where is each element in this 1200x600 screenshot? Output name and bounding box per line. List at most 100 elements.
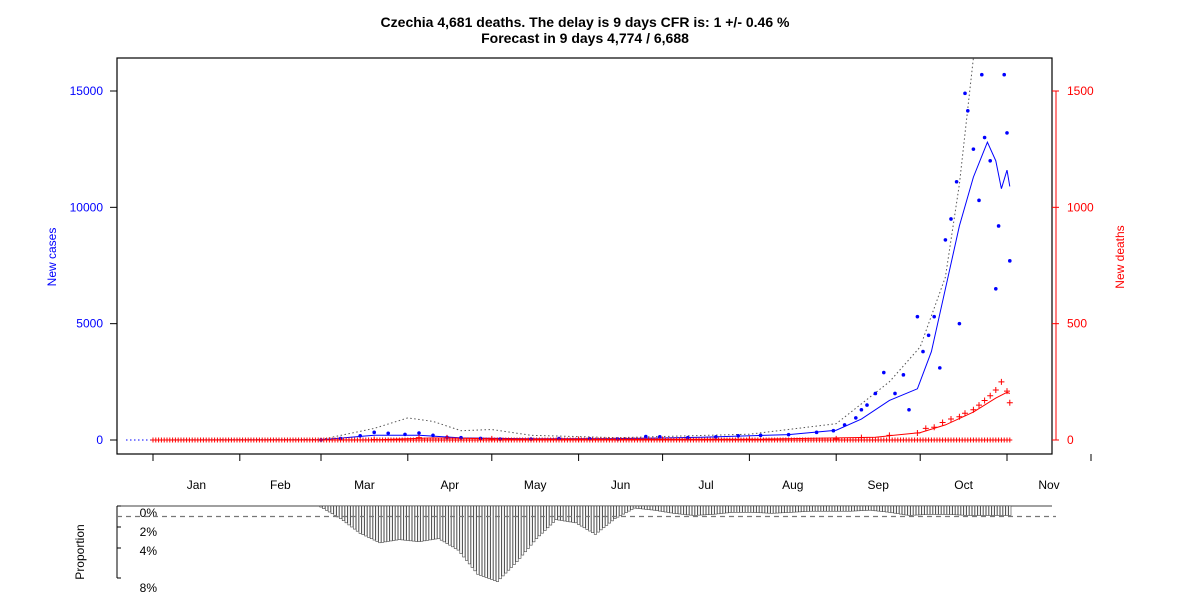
proportion-bar [787, 505, 791, 513]
proportion-bar [568, 505, 572, 523]
proportion-bar [523, 505, 527, 553]
proportion-bar [952, 505, 956, 515]
proportion-bar [588, 505, 592, 532]
case-point [949, 217, 953, 221]
proportion-bar [714, 505, 718, 515]
month-label: Sep [868, 478, 890, 492]
proportion-bar [932, 505, 936, 515]
proportion-bar [697, 505, 701, 516]
proportion-bar [745, 505, 749, 513]
left-tick-label: 5000 [76, 317, 103, 331]
chart-subtitle: Forecast in 9 days 4,774 / 6,688 [481, 30, 689, 46]
proportion-bar [831, 505, 835, 512]
proportion-bar [817, 505, 821, 512]
death-point [976, 402, 982, 409]
proportion-bar [593, 505, 597, 535]
proportion-bar [543, 505, 547, 531]
proportion-bar [935, 505, 939, 515]
month-label: Oct [954, 478, 973, 492]
proportion-bar [747, 505, 751, 513]
proportion-bar [551, 505, 555, 523]
proportion-bar [994, 505, 998, 516]
proportion-bar [364, 505, 368, 537]
proportion-bar [868, 505, 872, 511]
proportion-bar [495, 505, 499, 582]
proportion-bar [521, 505, 525, 556]
proportion-bar [773, 505, 777, 514]
case-point [1002, 72, 1006, 77]
proportion-bar [854, 505, 858, 512]
proportion-bar [367, 505, 371, 538]
proportion-bar [689, 505, 693, 516]
case-point [403, 432, 407, 437]
x-axis: Jan Feb Mar Apr May Jun Jul Aug Sep Oct Nov [152, 454, 1092, 492]
proportion-bar [731, 505, 735, 513]
proportion-bar [411, 505, 415, 542]
proportion-bar [484, 505, 488, 578]
proportion-bar [820, 505, 824, 512]
case-point [971, 147, 976, 151]
proportion-bar [980, 505, 984, 516]
proportion-bar [759, 505, 763, 514]
proportion-bar [700, 505, 704, 516]
proportion-bar [395, 505, 399, 541]
proportion-bar [414, 505, 418, 542]
case-point [932, 314, 936, 319]
death-point [858, 434, 865, 441]
proportion-bar [621, 505, 625, 515]
case-point [1008, 259, 1012, 263]
death-point [575, 436, 582, 443]
proportion-bar [557, 505, 561, 521]
proportion-bar [369, 505, 373, 540]
month-label: Apr [440, 478, 459, 492]
cases-smoothed-line [152, 140, 1011, 441]
proportion-bar [647, 505, 651, 510]
proportion-bar [406, 505, 410, 541]
death-point [914, 430, 921, 437]
proportion-bar [607, 505, 611, 524]
right-axis: 0 500 1000 1500 [1052, 84, 1094, 447]
proportion-bar [535, 505, 539, 539]
case-point [994, 286, 998, 291]
death-point [922, 425, 929, 432]
proportion-bar [904, 505, 908, 516]
proportion-tick-label: 0% [140, 506, 158, 520]
proportion-bar [901, 505, 905, 515]
proportion-bar [711, 505, 715, 515]
proportion-bar [649, 505, 653, 511]
proportion-bar [837, 505, 841, 512]
death-point [371, 436, 378, 443]
proportion-bar [857, 505, 861, 512]
proportion-bar [453, 505, 457, 549]
proportion-bar [666, 505, 670, 513]
proportion-bar [375, 505, 379, 542]
case-point [893, 391, 897, 396]
case-point [714, 435, 718, 439]
case-point [736, 434, 740, 438]
case-point [431, 433, 435, 438]
proportion-bar [532, 505, 536, 543]
proportion-bar [997, 505, 1001, 516]
proportion-bar [481, 505, 485, 577]
proportion-bar [386, 505, 390, 542]
proportion-bar [336, 505, 340, 518]
left-tick-label: 10000 [70, 200, 104, 214]
proportion-bar [591, 505, 595, 534]
case-point [943, 238, 948, 242]
proportion-bar [392, 505, 396, 541]
proportion-bar [515, 505, 519, 562]
proportion-bar [887, 505, 891, 513]
proportion-bar [473, 505, 477, 572]
proportion-bar [630, 505, 634, 510]
proportion-bar [694, 505, 698, 516]
proportion-bar [339, 505, 343, 519]
month-label: Nov [1038, 478, 1059, 492]
proportion-bar [834, 505, 838, 512]
proportion-bar [829, 505, 833, 512]
proportion-bar [915, 505, 919, 516]
death-point [948, 416, 954, 423]
proportion-bar [691, 505, 695, 516]
left-tick-label: 15000 [70, 84, 104, 98]
proportion-bar [918, 505, 922, 516]
proportion-bar [355, 505, 359, 532]
